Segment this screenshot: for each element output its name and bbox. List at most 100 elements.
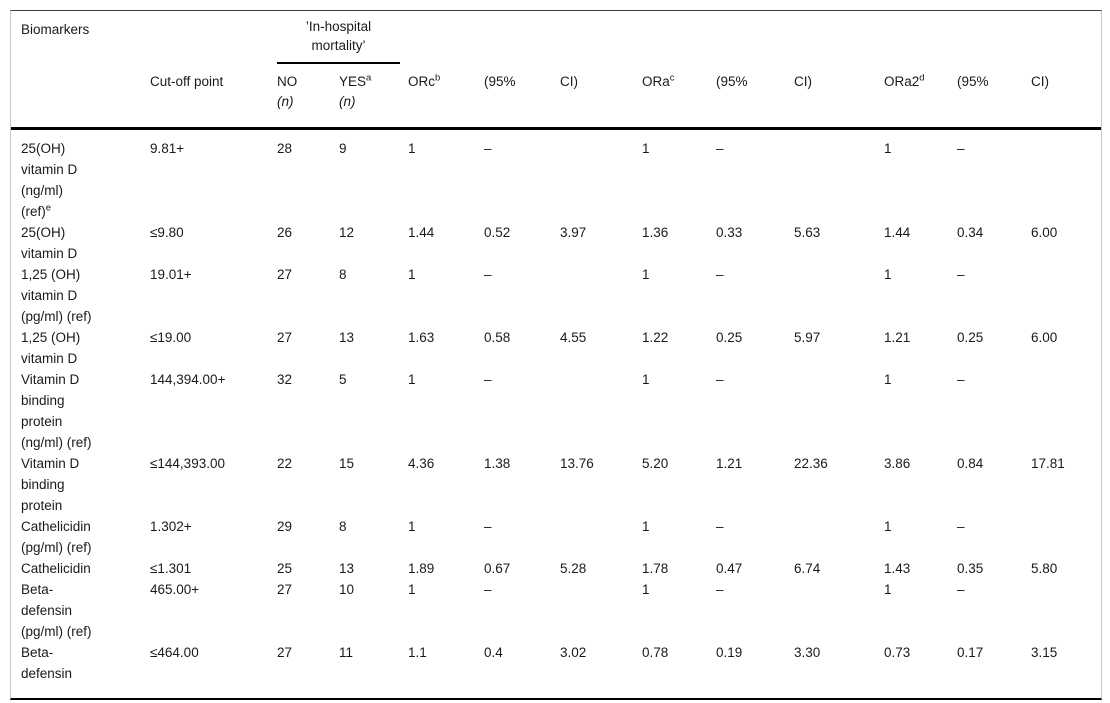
ora2-ci-high-cell [1031, 579, 1101, 642]
table-row: 25(OH) vitamin D (ng/ml) (ref)e 9.81+ 28 9 1… [11, 129, 1101, 223]
orc-cell: 1.1 [408, 645, 427, 660]
yes-count-cell: 9 [339, 141, 347, 156]
ora2-ci-high-cell [1031, 264, 1101, 327]
ora-ci-low-cell: 1.21 [716, 456, 743, 471]
ora-ci-low-cell: 0.25 [716, 330, 743, 345]
ora2-ci-low-cell: – [957, 519, 965, 534]
biomarkers-table-frame: Biomarkers ’In-hospital mortality’ Cut-o… [10, 10, 1102, 700]
orc-ci-high-cell: 3.97 [560, 225, 587, 240]
col-group-in-hospital-mortality: ’In-hospital mortality’ [277, 11, 408, 64]
biomarker-name: Vitamin D binding protein (ng/ml) (ref) [21, 372, 92, 450]
orc-cell: 1.63 [408, 330, 435, 345]
biomarker-cell: Beta- defensin [11, 642, 150, 698]
table-row: Beta- defensin (pg/ml) (ref) 465.00+ 27 10 1… [11, 579, 1101, 642]
table-row: Vitamin D binding protein ≤144,393.00 22 15… [11, 453, 1101, 516]
orc-ci-low-cell: 0.67 [484, 561, 511, 576]
orc-ci-high-cell [560, 516, 642, 558]
ora-ci-high-cell: 3.30 [794, 645, 821, 660]
col-header-orc: ORcb [408, 64, 484, 129]
ora2-ci-high-cell: 5.80 [1031, 561, 1058, 576]
no-count-cell: 29 [277, 519, 293, 534]
ora-ci-high-cell [794, 369, 884, 453]
cutoff-cell: ≤19.00 [150, 330, 192, 345]
yes-count-cell: 5 [339, 372, 347, 387]
table-head: Biomarkers ’In-hospital mortality’ Cut-o… [11, 11, 1102, 129]
ora2-cell: 0.73 [884, 645, 911, 660]
cutoff-cell: 465.00+ [150, 582, 200, 597]
table-row: 1,25 (OH) vitamin D ≤19.00 27 13 1.63 0.58 4.5… [11, 327, 1101, 369]
orc-ci-low-cell: – [484, 519, 492, 534]
orc-ci-high-cell: 3.02 [560, 645, 587, 660]
col-header-cutoff: Cut-off point [150, 74, 224, 89]
ora2-ci-high-cell [1031, 516, 1101, 558]
ora-ci-low-cell: 0.19 [716, 645, 743, 660]
header-group-row: Biomarkers ’In-hospital mortality’ [11, 11, 1101, 64]
orc-ci-high-cell [560, 579, 642, 642]
table-row: 25(OH) vitamin D ≤9.80 26 12 1.44 0.52 3.97 1.3… [11, 222, 1101, 264]
ora2-cell: 1.44 [884, 225, 911, 240]
biomarker-name: 1,25 (OH) vitamin D [21, 330, 81, 366]
orc-ci-high-cell: 5.28 [560, 561, 587, 576]
cutoff-cell: ≤464.00 [150, 645, 199, 660]
orc-cell: 1 [408, 582, 416, 597]
orc-ci-low-cell: 0.4 [484, 645, 503, 660]
orc-ci-high-cell [560, 264, 642, 327]
ora-cell: 5.20 [642, 456, 669, 471]
ora-cell: 1 [642, 141, 650, 156]
orc-ci-high-cell [560, 369, 642, 453]
ora2-ci-high-cell [1031, 369, 1101, 453]
ora-ci-high-cell: 22.36 [794, 456, 828, 471]
no-count-cell: 32 [277, 372, 293, 387]
no-label: NO [277, 74, 298, 89]
orc-label: ORc [408, 74, 436, 89]
col-header-orc-ci-low: (95% [484, 74, 516, 89]
biomarker-name: Vitamin D binding protein [21, 456, 80, 513]
ora2-ci-low-cell: 0.84 [957, 456, 984, 471]
ora2-ci-high-cell: 3.15 [1031, 645, 1058, 660]
col-header-no: NO (n) [277, 64, 339, 129]
ora2-cell: 1 [884, 372, 892, 387]
cutoff-cell: 9.81+ [150, 141, 185, 156]
ora-label: ORa [642, 74, 670, 89]
orc-cell: 1 [408, 519, 416, 534]
ora-cell: 1.36 [642, 225, 669, 240]
ora2-ci-low-cell: – [957, 141, 965, 156]
orc-cell: 4.36 [408, 456, 435, 471]
header-spacer [150, 11, 277, 64]
ora2-ci-high-cell: 6.00 [1031, 330, 1058, 345]
ora-cell: 1 [642, 372, 650, 387]
col-header-ora2-ci-high: CI) [1031, 74, 1050, 89]
cutoff-cell: 1.302+ [150, 519, 192, 534]
no-count-cell: 25 [277, 561, 293, 576]
ora-cell: 1.78 [642, 561, 669, 576]
orc-ci-low-cell: – [484, 582, 492, 597]
ora2-ci-high-cell [1031, 129, 1101, 223]
biomarker-cell: 25(OH) vitamin D (ng/ml) (ref)e [11, 129, 150, 223]
ora-ci-low-cell: – [716, 519, 724, 534]
cutoff-cell: 19.01+ [150, 267, 192, 282]
col-header-biomarkers: Biomarkers [21, 22, 90, 37]
col-header-ora: ORac [642, 64, 716, 129]
biomarker-cell: Cathelicidin (pg/ml) (ref) [11, 516, 150, 558]
orc-cell: 1.89 [408, 561, 435, 576]
table-body: 25(OH) vitamin D (ng/ml) (ref)e 9.81+ 28 9 1… [11, 129, 1101, 699]
orc-ci-low-cell: – [484, 141, 492, 156]
ora-ci-low-cell: 0.47 [716, 561, 743, 576]
biomarker-name: Beta- defensin (pg/ml) (ref) [21, 582, 92, 639]
cutoff-cell: 144,394.00+ [150, 372, 226, 387]
no-count-cell: 27 [277, 267, 293, 282]
biomarker-cell: Cathelicidin [11, 558, 150, 579]
header-spacer [408, 11, 1101, 64]
no-count-cell: 28 [277, 141, 293, 156]
ora-ci-high-cell: 6.74 [794, 561, 821, 576]
ora-cell: 0.78 [642, 645, 669, 660]
orc-cell: 1 [408, 141, 416, 156]
orc-ci-low-cell: – [484, 372, 492, 387]
biomarker-name: 25(OH) vitamin D [21, 225, 78, 261]
cutoff-cell: ≤144,393.00 [150, 456, 225, 471]
ora-ci-low-cell: – [716, 372, 724, 387]
in-hospital-mortality-label: ’In-hospital mortality’ [277, 11, 401, 64]
table-row: Cathelicidin (pg/ml) (ref) 1.302+ 29 8 1 – 1 – 1… [11, 516, 1101, 558]
orc-ci-high-cell [560, 129, 642, 223]
biomarker-cell: Beta- defensin (pg/ml) (ref) [11, 579, 150, 642]
